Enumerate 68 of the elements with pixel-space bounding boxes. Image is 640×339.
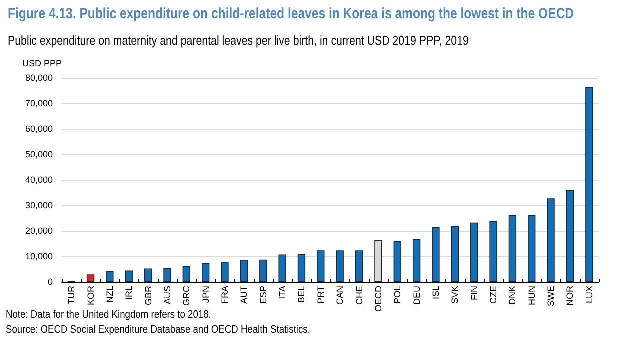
y-tick-label: 10,000 [25, 252, 53, 262]
x-tick-label: NZL [104, 286, 115, 304]
x-tick-label: SWE [546, 286, 556, 307]
y-tick-label: 30,000 [25, 200, 53, 210]
x-tick-label: NOR [565, 286, 576, 306]
bar [164, 268, 172, 282]
x-tick-label: POL [392, 286, 403, 304]
bar [144, 268, 152, 282]
bar [432, 227, 440, 282]
x-tick-label: ITA [278, 286, 288, 300]
chart-subtitle: Public expenditure on maternity and parental leaves per live birth, in current USD 2019 PPP, 2019 [8, 32, 470, 48]
source-note: Source: OECD Social Expenditure Database and OECD Health Statistics. [6, 324, 310, 336]
bar [394, 241, 402, 282]
x-tick-label: KOR [86, 286, 96, 306]
bar [586, 87, 594, 282]
x-tick-label: GRC [182, 286, 192, 306]
bar [240, 260, 248, 282]
bar [298, 254, 306, 282]
bar [412, 239, 421, 282]
y-tick-label: 40,000 [25, 175, 53, 185]
bar [547, 198, 555, 282]
bar [202, 263, 210, 282]
y-axis-title: USD PPP [22, 58, 62, 68]
y-tick-label: 20,000 [25, 226, 53, 236]
x-tick-label: BEL [296, 286, 307, 304]
x-tick-label: FIN [469, 286, 480, 300]
y-tick-label: 0 [48, 277, 53, 287]
bar [125, 270, 133, 282]
bar [355, 250, 364, 282]
x-tick-label: TUR [66, 286, 77, 304]
x-tick-label: HUN [526, 286, 537, 306]
x-tick-label: CZE [488, 286, 499, 304]
text: Note: Data for the United Kingdom refers to 2018. [6, 310, 212, 322]
bar [336, 250, 344, 282]
bar [470, 222, 478, 282]
x-tick-label: SVK [450, 286, 460, 304]
y-tick-label: 60,000 [25, 124, 53, 134]
x-tick-label: GBR [143, 286, 154, 306]
bar [508, 215, 517, 282]
bar [451, 226, 459, 282]
bar [566, 190, 574, 282]
bar [86, 274, 95, 282]
bar [490, 221, 498, 282]
bar [182, 266, 190, 282]
x-tick-label: AUS [162, 286, 172, 305]
x-tick-label: DEU [412, 286, 422, 306]
x-tick-label: JPN [200, 286, 211, 304]
x-tick-label: OECD [373, 286, 384, 312]
chart-title: Figure 4.13. Public expenditure on child-related leaves in Korea is among the lowest in the OECD [8, 5, 574, 22]
x-tick-label: IRL [124, 286, 134, 300]
x-tick-label: PRT [316, 286, 326, 304]
y-tick-label: 80,000 [25, 73, 53, 83]
bar [106, 271, 114, 282]
bar [317, 250, 325, 282]
bar [528, 215, 536, 282]
x-tick-label: ESP [258, 286, 268, 304]
bar [221, 262, 229, 282]
x-tick-label: AUT [239, 286, 250, 304]
x-tick-label: ISL [430, 286, 441, 300]
y-tick-label: 70,000 [25, 98, 53, 108]
x-tick-label: LUX [584, 286, 594, 304]
bar [260, 260, 268, 282]
y-tick-label: 50,000 [25, 150, 53, 160]
x-tick-label: FRA [220, 286, 230, 304]
x-tick-label: CAN [335, 286, 346, 306]
x-tick-label: CHE [354, 286, 364, 306]
bar [278, 254, 286, 282]
x-tick-label: DNK [508, 286, 518, 306]
